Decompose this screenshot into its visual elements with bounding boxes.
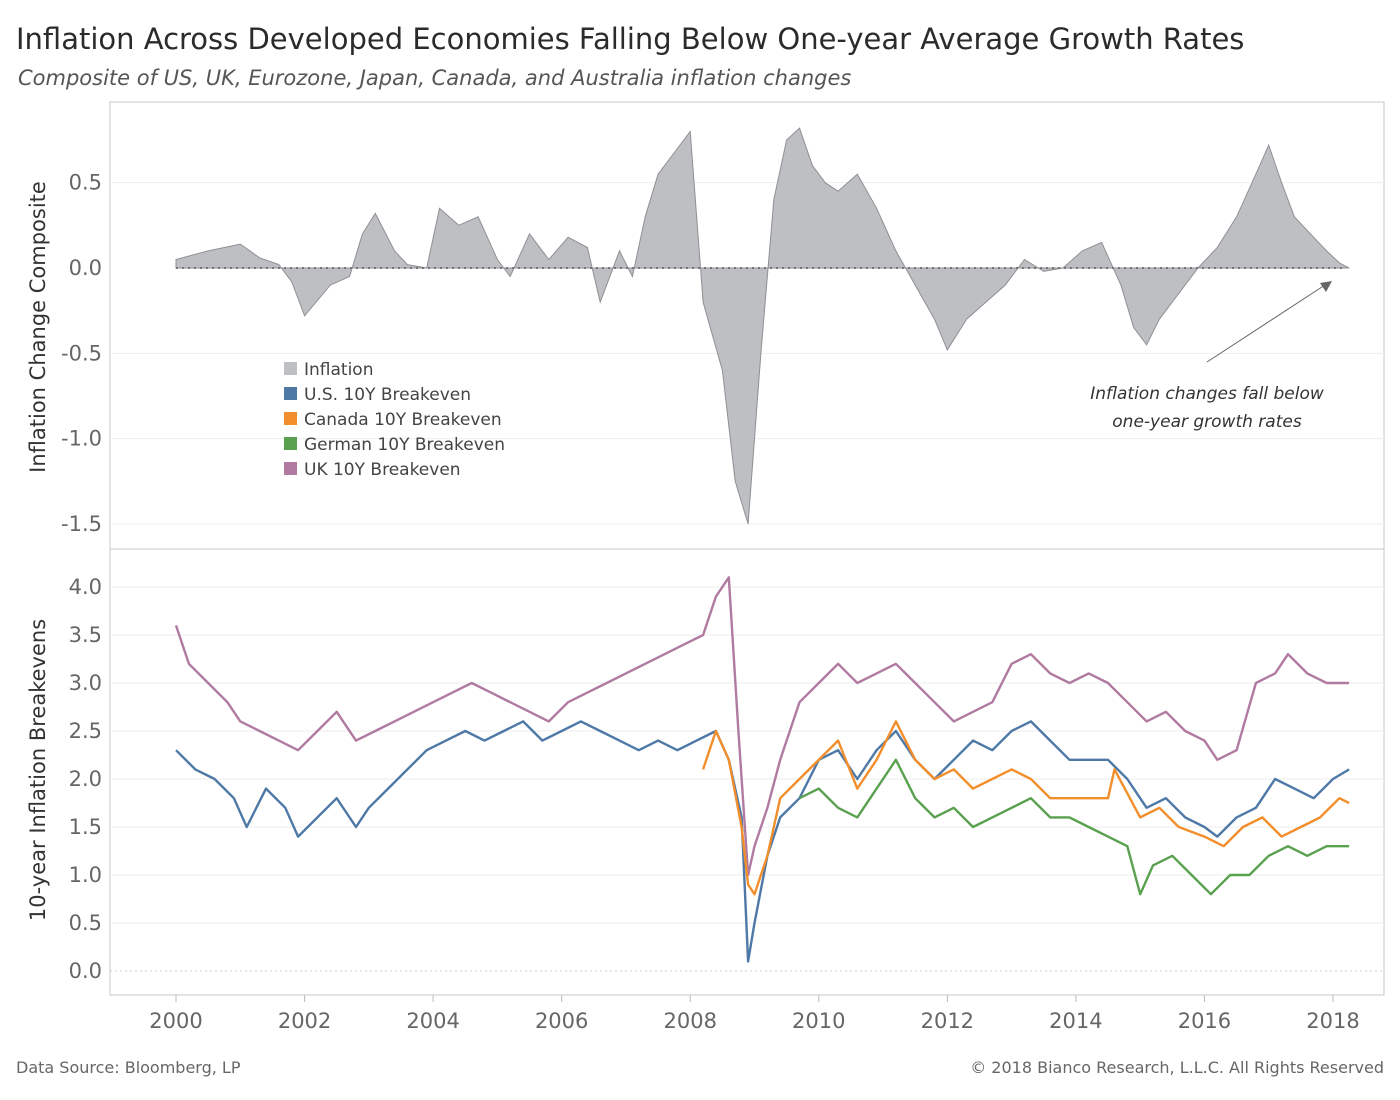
annotation-arrow-line (1206, 284, 1326, 363)
breakeven-lines (174, 576, 1350, 963)
top-y-axis-label: Inflation Change Composite (26, 181, 50, 473)
y-tick-label: -1.0 (61, 427, 102, 451)
line-german-10y-breakeven (798, 758, 1350, 896)
legend: Inflation U.S. 10Y Breakeven Canada 10Y Br… (284, 360, 505, 480)
y-tick-label: -0.5 (61, 341, 102, 365)
y-tick-label: 2.0 (69, 767, 102, 791)
annotation: Inflation changes fall below one-year gr… (1090, 281, 1332, 432)
annotation-line-2: one-year growth rates (1112, 412, 1302, 432)
gridlines (110, 182, 1384, 972)
y-tick-label: 4.0 (69, 575, 102, 599)
line-uk-10y-breakeven (174, 576, 1350, 877)
copyright: © 2018 Bianco Research, L.L.C. All Right… (970, 1058, 1384, 1077)
x-tick-label: 2016 (1178, 1009, 1231, 1033)
chart-frame (109, 101, 1385, 996)
legend-swatch (284, 412, 297, 425)
annotation-line-1: Inflation changes fall below (1090, 384, 1324, 404)
x-tick-label: 2012 (921, 1009, 974, 1033)
y-tick-label: 0.0 (69, 256, 102, 280)
legend-label: Inflation (304, 360, 373, 380)
x-tick-label: 2000 (149, 1009, 202, 1033)
chart-title: Inflation Across Developed Economies Fal… (16, 22, 1245, 56)
y-tick-label: 3.0 (69, 671, 102, 695)
y-tick-label: 3.5 (69, 623, 102, 647)
bottom-y-axis-label: 10-year Inflation Breakevens (26, 619, 50, 921)
bottom-y-ticks: 4.0 3.5 3.0 2.5 2.0 1.5 1.0 0.5 0.0 (69, 575, 102, 983)
legend-label: U.S. 10Y Breakeven (304, 385, 471, 405)
inflation-area-path (175, 127, 1350, 525)
y-tick-label: 0.0 (69, 959, 102, 983)
x-tick-label: 2006 (535, 1009, 588, 1033)
x-tick-label: 2018 (1306, 1009, 1359, 1033)
legend-swatch (284, 387, 297, 400)
x-ticks: 2000 2002 2004 2006 2008 2010 2012 2014 2016 2018 (149, 995, 1360, 1033)
inflation-area (175, 127, 1350, 525)
chart-subtitle: Composite of US, UK, Eurozone, Japan, Ca… (18, 66, 852, 90)
x-tick-label: 2010 (792, 1009, 845, 1033)
legend-label: UK 10Y Breakeven (304, 460, 461, 480)
x-tick-label: 2014 (1049, 1009, 1102, 1033)
y-tick-label: 1.0 (69, 863, 102, 887)
y-tick-label: -1.5 (61, 512, 102, 536)
y-tick-label: 0.5 (69, 911, 102, 935)
annotation-arrowhead (1320, 281, 1332, 292)
legend-swatch (284, 462, 297, 475)
y-tick-label: 1.5 (69, 815, 102, 839)
y-tick-label: 2.5 (69, 719, 102, 743)
legend-label: Canada 10Y Breakeven (304, 410, 502, 430)
x-tick-label: 2002 (278, 1009, 331, 1033)
x-tick-label: 2004 (406, 1009, 459, 1033)
legend-swatch (284, 362, 297, 375)
line-canada-10y-breakeven (701, 720, 1350, 896)
legend-swatch (284, 437, 297, 450)
top-y-ticks: 0.5 0.0 -0.5 -1.0 -1.5 (61, 171, 102, 536)
line-u-s-10y-breakeven (175, 720, 1350, 963)
y-tick-label: 0.5 (69, 171, 102, 195)
x-tick-label: 2008 (663, 1009, 716, 1033)
legend-label: German 10Y Breakeven (304, 435, 505, 455)
data-source: Data Source: Bloomberg, LP (16, 1058, 241, 1077)
